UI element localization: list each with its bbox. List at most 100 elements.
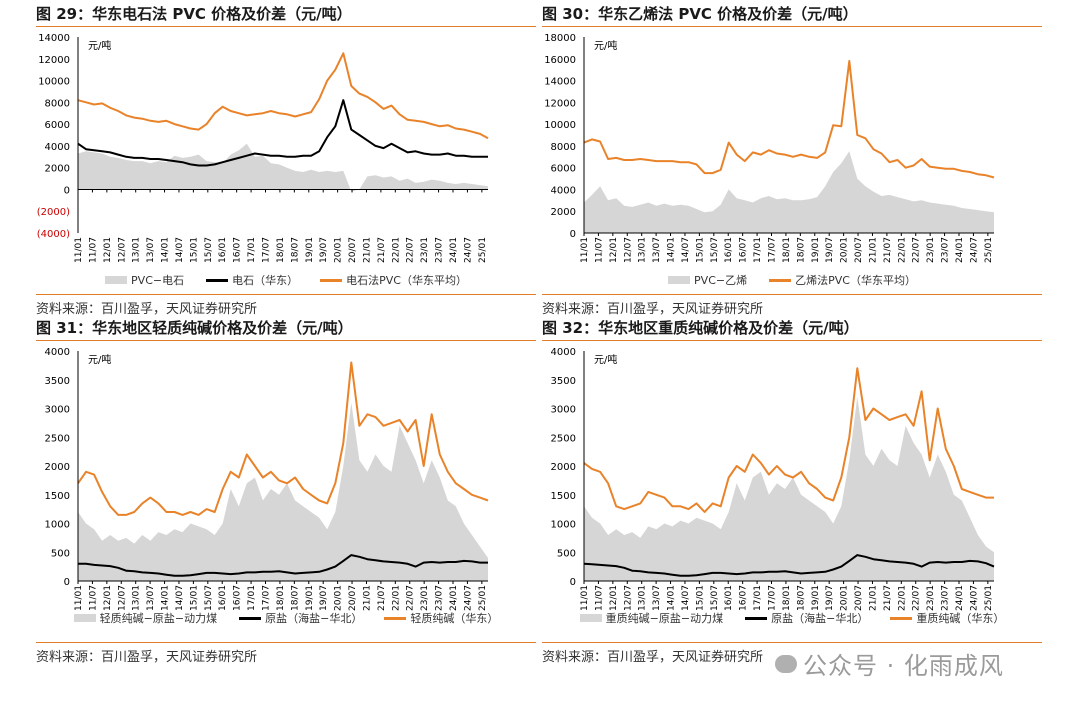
chart-plot-31: 4000 3500 3000 2500 2000 1500 1000 500 0 元/吨 11/01… <box>45 347 489 611</box>
legend-label: PVC−电石 <box>131 274 185 287</box>
chart-title: 图 32：华东地区重质纯碱价格及价差（元/吨） <box>542 316 1042 341</box>
y-tick-label: 4000 <box>551 347 576 358</box>
x-tick-label: 19/07 <box>319 585 329 611</box>
x-tick-label: 21/01 <box>362 237 372 263</box>
legend-swatch <box>769 278 792 282</box>
legend-swatch <box>105 276 128 284</box>
y-tick-label: 4000 <box>45 347 70 358</box>
y-tick-label: 16000 <box>544 55 576 66</box>
x-tick-label: 12/07 <box>623 237 633 263</box>
y-tick-label: 12000 <box>38 55 70 66</box>
x-tick-label: 12/07 <box>117 585 127 611</box>
series-line <box>583 60 995 179</box>
y-tick-label: 0 <box>570 577 576 588</box>
x-tick-label: 23/01 <box>420 237 430 263</box>
y-tick-label: (4000) <box>37 229 70 240</box>
x-tick-label: 14/01 <box>161 585 171 611</box>
x-tick-label: 20/07 <box>348 585 358 611</box>
x-tick-label: 19/07 <box>319 237 329 263</box>
x-tick-label: 25/01 <box>984 585 994 611</box>
x-tick-label: 19/01 <box>811 585 821 611</box>
y-tick-label: 4000 <box>551 185 576 196</box>
x-tick-label: 11/07 <box>88 237 98 263</box>
chart-title: 图 29：华东电石法 PVC 价格及价差（元/吨） <box>36 2 536 27</box>
unit-label: 元/吨 <box>88 353 111 366</box>
x-tick-label: 13/07 <box>146 585 156 611</box>
y-tick-label: 18000 <box>544 33 576 44</box>
legend-label: 轻质纯碱（华东） <box>410 612 499 625</box>
x-tick-label: 22/01 <box>391 237 401 263</box>
y-tick-label: 2000 <box>45 462 70 473</box>
x-tick-label: 11/01 <box>580 237 590 263</box>
unit-label: 元/吨 <box>88 39 111 52</box>
y-tick-label: 14000 <box>544 77 576 88</box>
y-tick-label: 3500 <box>45 376 70 387</box>
y-tick-label: 8000 <box>45 98 70 109</box>
legend-label: 重质纯碱（华东） <box>916 612 1005 625</box>
y-tick-label: 0 <box>64 577 70 588</box>
x-tick-label: 23/01 <box>420 585 430 611</box>
x-tick-label: 11/01 <box>580 585 590 611</box>
x-tick-label: 19/01 <box>305 237 315 263</box>
legend-swatch <box>73 614 96 622</box>
y-tick-label: 2000 <box>551 462 576 473</box>
y-tick-label: 1500 <box>551 491 576 502</box>
y-tick-label: 0 <box>570 229 576 240</box>
x-tick-label: 17/07 <box>262 237 272 263</box>
wechat-icon <box>775 654 797 673</box>
y-tick-label: 500 <box>51 548 70 559</box>
x-tick-label: 20/07 <box>348 237 358 263</box>
x-tick-label: 19/01 <box>811 237 821 263</box>
x-tick-label: 20/07 <box>854 585 864 611</box>
y-tick-label: 1500 <box>45 491 70 502</box>
x-tick-label: 11/07 <box>594 237 604 263</box>
y-tick-label: 6000 <box>551 164 576 175</box>
y-tick-label: 3000 <box>45 405 70 416</box>
x-tick-label: 13/01 <box>132 237 142 263</box>
series-line <box>583 367 994 513</box>
x-tick-label: 25/01 <box>984 237 994 263</box>
x-tick-label: 17/01 <box>247 585 257 611</box>
legend-item: 乙烯法PVC（华东平均） <box>769 272 916 288</box>
x-tick-label: 16/01 <box>218 585 228 611</box>
x-tick-label: 12/01 <box>103 237 113 263</box>
x-tick-label: 16/01 <box>724 585 734 611</box>
x-tick-label: 14/01 <box>667 237 677 263</box>
legend-item: 电石法PVC（华东平均） <box>320 272 467 288</box>
x-tick-label: 13/07 <box>652 585 662 611</box>
spread-area <box>584 397 994 581</box>
chart-legend: PVC−电石 电石（华东） 电石法PVC（华东平均） <box>36 272 536 288</box>
y-tick-label: 3500 <box>551 376 576 387</box>
legend-swatch <box>206 278 229 282</box>
legend-item: 重质纯碱（华东） <box>890 610 1004 626</box>
chart-plot-29: 14000 12000 10000 8000 6000 4000 2000 0 (2000) (4… <box>37 33 489 263</box>
x-tick-label: 15/01 <box>695 237 705 263</box>
x-tick-label: 23/07 <box>435 237 445 263</box>
x-tick-label: 16/01 <box>218 237 228 263</box>
y-tick-label: 8000 <box>551 142 576 153</box>
y-tick-label: 2000 <box>45 164 70 175</box>
x-tick-label: 15/01 <box>189 585 199 611</box>
x-tick-label: 11/07 <box>88 585 98 611</box>
x-tick-label: 12/07 <box>117 237 127 263</box>
x-tick-label: 24/07 <box>969 585 979 611</box>
watermark: 公众号 · 化雨成风 <box>775 646 1004 681</box>
unit-label: 元/吨 <box>594 39 617 52</box>
x-tick-label: 13/01 <box>638 585 648 611</box>
x-tick-label: 23/01 <box>926 585 936 611</box>
x-tick-label: 23/01 <box>926 237 936 263</box>
x-tick-label: 17/07 <box>262 585 272 611</box>
legend-item: 重质纯碱−原盐−动力煤 <box>579 610 723 626</box>
y-tick-label: 3000 <box>551 405 576 416</box>
x-tick-label: 21/01 <box>868 237 878 263</box>
y-tick-label: 6000 <box>45 120 70 131</box>
y-tick-label: 1000 <box>45 520 70 531</box>
legend-item: 电石（华东） <box>206 272 298 288</box>
spread-area <box>78 143 488 192</box>
x-tick-label: 21/07 <box>377 585 387 611</box>
legend-label: 轻质纯碱−原盐−动力煤 <box>99 612 218 625</box>
x-tick-label: 21/01 <box>362 585 372 611</box>
x-tick-label: 18/07 <box>796 237 806 263</box>
x-tick-label: 15/07 <box>204 237 214 263</box>
legend-swatch <box>890 616 913 620</box>
